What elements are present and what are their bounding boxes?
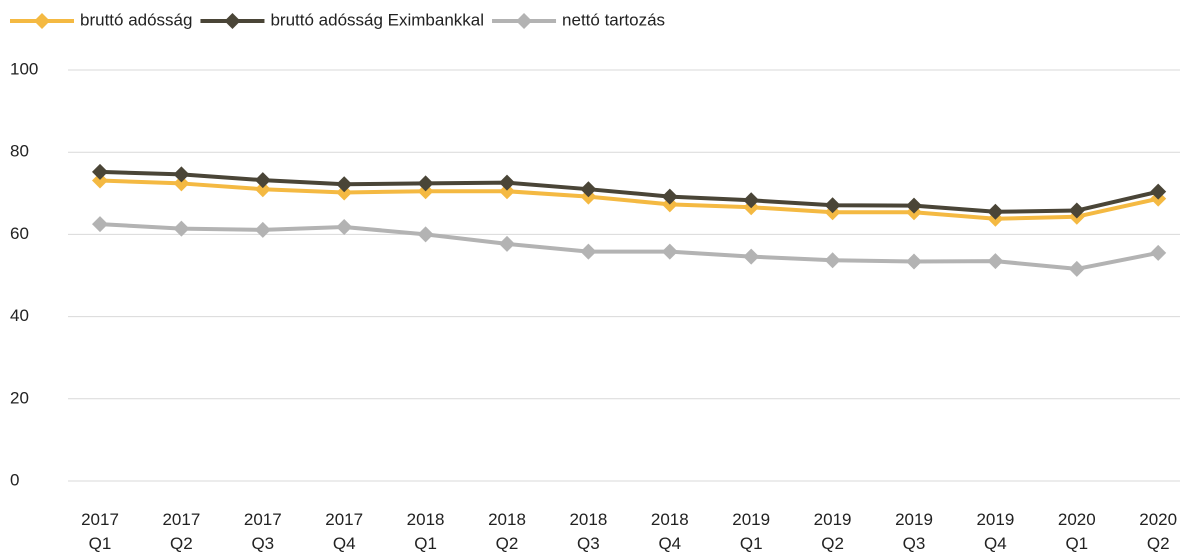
marker <box>417 175 434 192</box>
marker <box>1150 244 1167 261</box>
x-tick-label: 2019 Q2 <box>813 510 852 553</box>
y-tick-label: 40 <box>10 306 29 325</box>
y-tick-label: 80 <box>10 142 29 161</box>
x-tick-label: 2017 Q4 <box>325 510 364 553</box>
marker <box>336 184 353 201</box>
marker <box>254 181 271 198</box>
marker <box>661 243 678 260</box>
marker <box>92 172 108 189</box>
x-tick-label: 2018 Q1 <box>406 510 445 553</box>
marker <box>580 243 597 260</box>
marker <box>499 183 515 200</box>
marker <box>580 181 597 198</box>
marker <box>173 175 190 192</box>
marker <box>336 219 353 236</box>
x-tick-label: 2020 Q1 <box>1057 510 1096 553</box>
y-tick-label: 100 <box>10 59 38 78</box>
marker <box>743 192 760 209</box>
marker <box>824 197 841 214</box>
marker <box>1068 260 1085 277</box>
marker <box>92 216 108 233</box>
marker <box>661 188 678 205</box>
marker <box>906 253 922 270</box>
marker <box>499 174 515 191</box>
marker <box>824 252 841 269</box>
x-tick-label: 2017 Q1 <box>81 510 119 553</box>
legend-label: bruttó adósság Eximbankkal <box>270 10 484 29</box>
series-line <box>99 169 1159 214</box>
x-tick-label: 2017 Q2 <box>162 510 201 553</box>
marker <box>987 253 1004 270</box>
legend-marker <box>516 13 533 29</box>
x-tick-label: 2017 Q3 <box>243 510 282 553</box>
x-tick-label: 2018 Q3 <box>569 510 608 553</box>
marker <box>336 176 353 193</box>
legend-label: nettó tartozás <box>562 10 665 29</box>
y-tick-label: 60 <box>10 224 29 243</box>
marker <box>92 163 108 180</box>
y-tick-label: 20 <box>10 388 29 407</box>
marker <box>1068 202 1085 219</box>
legend-marker <box>224 13 241 29</box>
marker <box>1150 183 1167 200</box>
y-tick-label: 0 <box>10 470 19 489</box>
marker <box>906 197 922 214</box>
marker <box>743 248 760 265</box>
x-tick-label: 2019 Q4 <box>976 510 1015 553</box>
series-line <box>99 222 1159 271</box>
marker <box>417 226 434 243</box>
legend-label: bruttó adósság <box>80 10 192 29</box>
legend-marker <box>34 13 50 29</box>
marker <box>254 172 271 189</box>
marker <box>499 235 515 252</box>
x-tick-label: 2018 Q4 <box>650 510 689 553</box>
x-tick-label: 2019 Q1 <box>732 510 771 553</box>
marker <box>173 166 190 183</box>
x-tick-label: 2019 Q3 <box>895 510 933 553</box>
marker <box>254 221 271 238</box>
x-tick-label: 2020 Q2 <box>1139 510 1178 553</box>
marker <box>173 220 190 237</box>
series-line <box>99 178 1159 221</box>
marker <box>987 203 1004 220</box>
x-tick-label: 2018 Q2 <box>488 510 526 553</box>
